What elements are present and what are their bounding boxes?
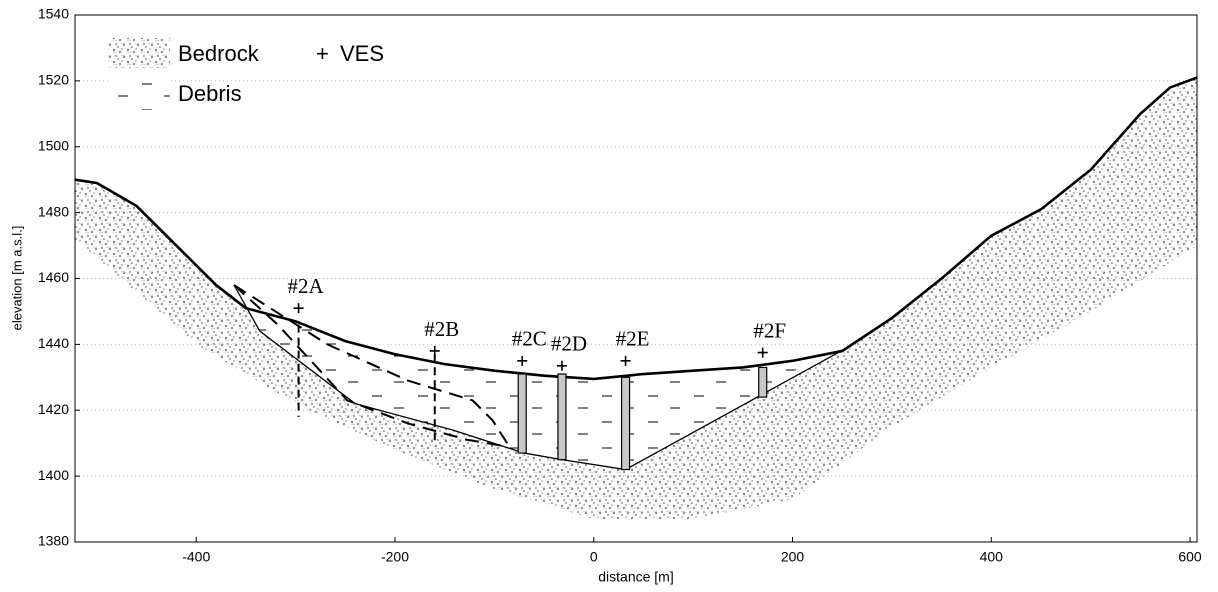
y-tick-label: 1420	[38, 401, 69, 417]
y-tick-label: 1480	[38, 203, 69, 219]
ves-marker	[757, 347, 768, 358]
legend-swatch-debris	[108, 78, 170, 110]
ves-marker	[556, 360, 567, 371]
borehole-label: #2A	[288, 274, 325, 298]
legend-marker-ves: +	[316, 41, 329, 66]
y-tick-label: 1520	[38, 72, 69, 88]
borehole-label: #2E	[616, 327, 650, 351]
borehole-label: #2B	[424, 317, 459, 341]
debris-area	[234, 285, 848, 470]
borehole	[620, 376, 631, 471]
borehole	[557, 373, 567, 461]
ves-marker	[620, 355, 631, 366]
y-tick-label: 1500	[38, 137, 69, 153]
legend-swatch-bedrock	[108, 38, 170, 68]
ves-marker	[293, 303, 304, 314]
y-tick-label: 1460	[38, 269, 69, 285]
ves-marker	[517, 355, 528, 366]
legend-label: Bedrock	[178, 41, 260, 66]
surface-line	[75, 76, 1197, 381]
y-axis-label: elevation [m a.s.l.]	[9, 226, 24, 331]
y-tick-label: 1400	[38, 467, 69, 483]
x-tick-label: 0	[590, 549, 598, 565]
bedrock-area	[75, 77, 1197, 519]
x-tick-label: 200	[781, 549, 805, 565]
debris-base-line	[233, 284, 848, 471]
y-tick-label: 1440	[38, 335, 69, 351]
x-tick-label: -200	[381, 549, 409, 565]
x-tick-label: 600	[1178, 549, 1202, 565]
debris-boundary	[233, 284, 508, 448]
x-axis-label: distance [m]	[598, 569, 673, 585]
plot-frame	[74, 14, 1198, 543]
borehole-label: #2D	[551, 332, 587, 356]
legend-label: Debris	[178, 81, 242, 106]
borehole	[758, 366, 768, 398]
y-tick-label: 1540	[38, 6, 69, 22]
x-tick-label: 400	[980, 549, 1004, 565]
legend-label: VES	[340, 41, 384, 66]
x-tick-label: -400	[182, 549, 210, 565]
borehole	[517, 373, 527, 454]
debris-boundary	[233, 284, 511, 448]
borehole-label: #2F	[753, 318, 786, 342]
y-tick-label: 1380	[38, 533, 69, 549]
borehole-label: #2C	[512, 327, 547, 351]
ves-marker	[429, 345, 440, 356]
